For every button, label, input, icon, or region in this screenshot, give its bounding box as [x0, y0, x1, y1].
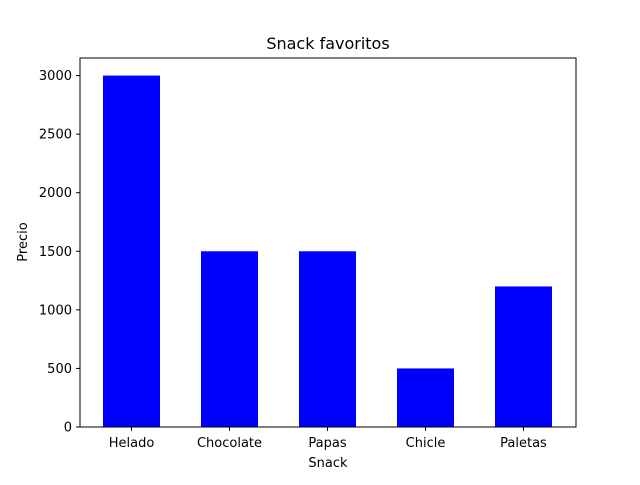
y-tick-label: 500	[47, 362, 72, 377]
x-tick-label: Helado	[109, 436, 155, 451]
y-tick-label: 2000	[39, 186, 72, 201]
chart-title: Snack favoritos	[266, 34, 389, 53]
y-tick-label: 1500	[39, 245, 72, 260]
y-tick-label: 1000	[39, 303, 72, 318]
y-axis-label: Precio	[16, 222, 31, 261]
bars-group	[103, 75, 552, 428]
plot-frame	[79, 57, 577, 428]
y-axis-ticks: 0 500 1000 1500 2000 2500 3000	[39, 69, 80, 436]
bar-chocolate	[201, 251, 258, 427]
bar-helado	[103, 75, 160, 428]
x-tick-label: Papas	[308, 436, 346, 451]
y-tick-label: 2500	[39, 128, 72, 143]
x-axis-label: Snack	[308, 456, 348, 471]
bar-paletas	[495, 286, 552, 427]
x-axis-ticks: Helado Chocolate Papas Chicle Paletas	[109, 427, 547, 451]
bar-papas	[299, 251, 356, 427]
y-tick-label: 3000	[39, 69, 72, 84]
y-tick-label: 0	[64, 421, 72, 436]
x-tick-label: Chicle	[406, 436, 446, 451]
x-tick-label: Chocolate	[197, 436, 262, 451]
bar-chicle	[397, 368, 454, 427]
x-tick-label: Paletas	[500, 436, 547, 451]
